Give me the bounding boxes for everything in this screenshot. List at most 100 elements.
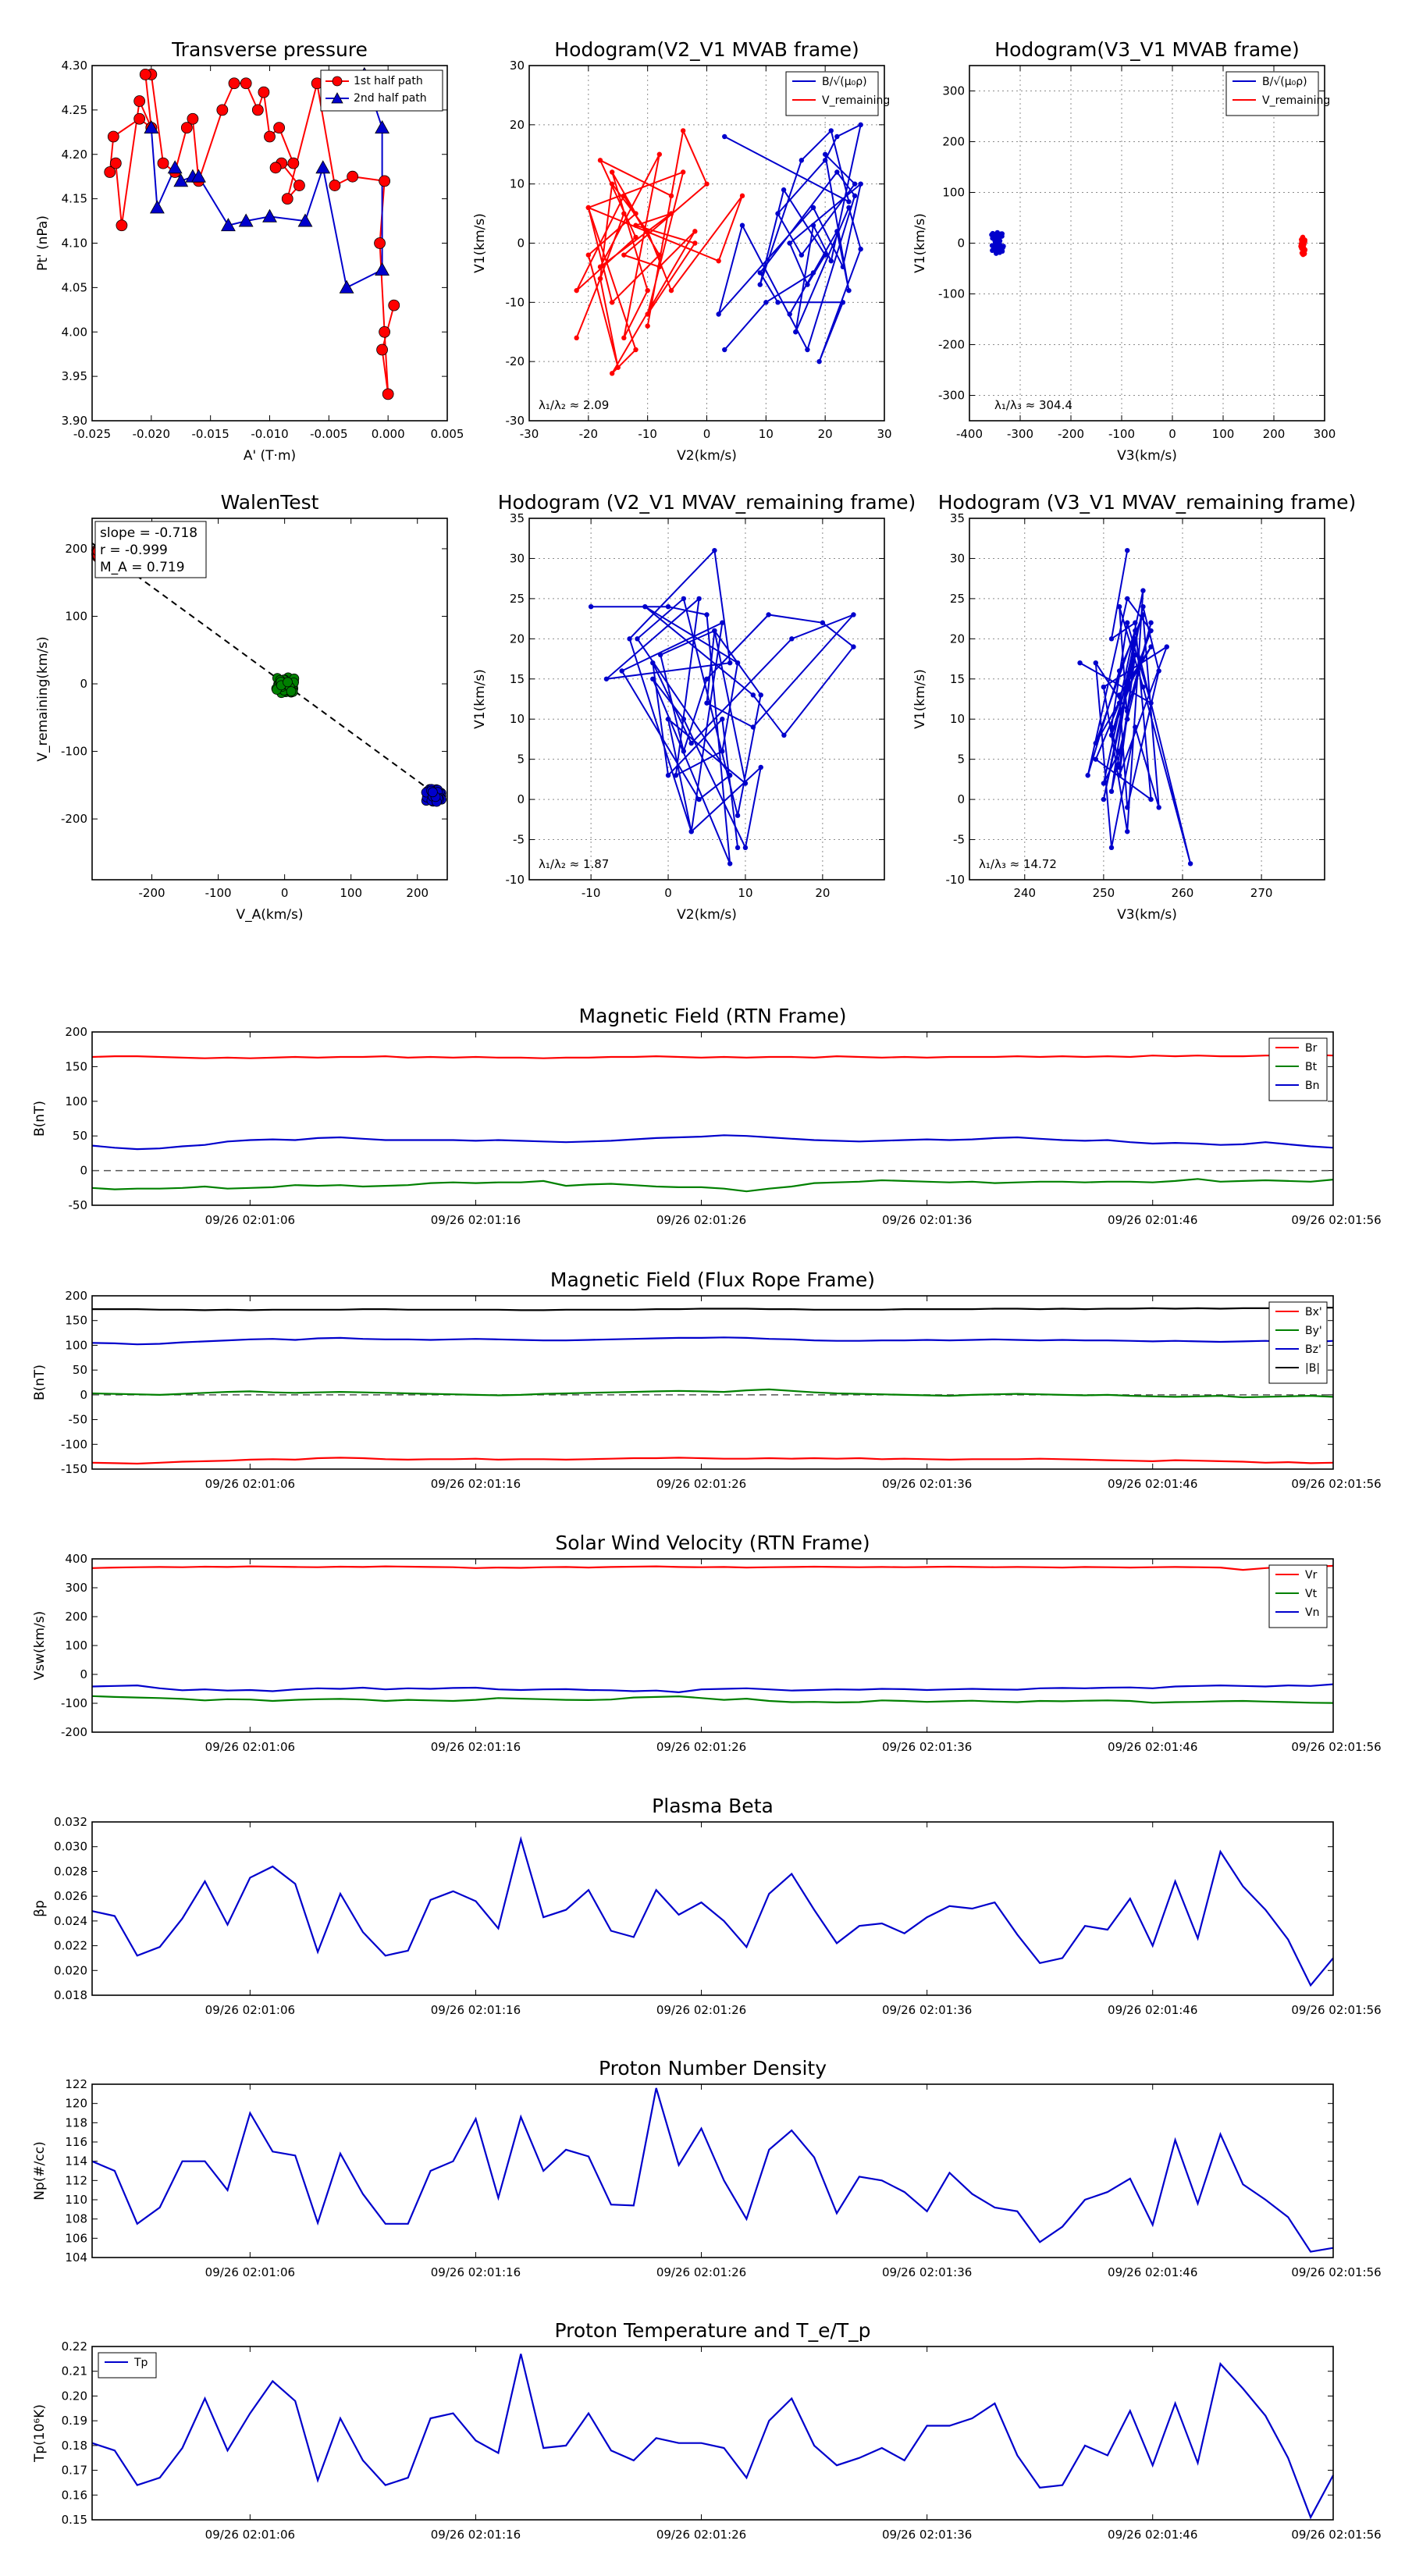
x-tick-label: 09/26 02:01:46 (1108, 2265, 1197, 2279)
point-V (668, 211, 674, 216)
point-V (1148, 644, 1154, 649)
point-B (810, 270, 816, 276)
point-V (712, 547, 717, 553)
stats-text: M_A = 0.719 (100, 560, 185, 575)
x-tick-label: -100 (1108, 427, 1135, 441)
y-tick-label: 400 (65, 1552, 87, 1566)
x-tick-label: 09/26 02:01:36 (882, 2265, 972, 2279)
legend-label: Br (1305, 1042, 1318, 1055)
y-tick-label: 0 (517, 237, 525, 251)
point-1st-half (264, 130, 276, 143)
x-tick-label: 260 (1172, 886, 1194, 900)
point-V (692, 229, 698, 234)
y-tick-label: -150 (61, 1462, 87, 1476)
point-V (603, 676, 610, 681)
point-B (846, 199, 852, 205)
legend-label: Bt (1305, 1061, 1318, 1073)
point-V (716, 258, 721, 264)
point-1st-half (240, 77, 252, 90)
point-V (635, 636, 640, 642)
legend-box (98, 2352, 157, 2379)
point-V (656, 252, 663, 258)
point-V (1156, 668, 1161, 674)
chart-title: Hodogram(V2_V1 MVAB frame) (554, 38, 859, 61)
point-B (996, 236, 1002, 242)
y-tick-label: 200 (942, 135, 965, 149)
legend-label: Vr (1305, 1569, 1318, 1582)
y-tick-label: 114 (65, 2154, 87, 2169)
point-1st-half (382, 388, 394, 400)
point-1st-half (116, 219, 128, 232)
point-V (650, 660, 656, 666)
series-line-Bx (91, 1457, 1334, 1465)
legend: B/√(μ₀ρ) V_remaining (785, 71, 890, 116)
x-tick-label: 09/26 02:01:46 (1108, 1213, 1197, 1227)
x-tick-label: -0.025 (73, 427, 111, 441)
y-tick-label: -20 (506, 354, 525, 368)
y-tick-label: 108 (65, 2212, 87, 2226)
y-tick-label: 0 (80, 1164, 87, 1178)
point-V (1302, 239, 1307, 244)
series-line-Vn (91, 1683, 1334, 1694)
x-tick-label: 240 (1013, 886, 1036, 900)
point-1st-half (269, 162, 282, 174)
point-V (1101, 684, 1107, 690)
point-1st-half (133, 112, 146, 125)
legend-label: 2nd half path (354, 92, 427, 105)
point-1st-half (388, 299, 400, 311)
legend-label: V_remaining (1262, 94, 1330, 107)
y-tick-label: 0.026 (54, 1889, 87, 1903)
point-V (681, 717, 687, 722)
y-tick-label: 100 (65, 1638, 87, 1653)
y-tick-label: -5 (953, 833, 965, 847)
series-line-Vr (91, 1564, 1334, 1571)
point-V (1133, 652, 1138, 658)
point-V (1140, 588, 1146, 593)
x-tick-label: 09/26 02:01:46 (1108, 1477, 1197, 1491)
point-V (1108, 732, 1115, 738)
point-V (627, 636, 632, 642)
x-tick-label: -0.020 (133, 427, 170, 441)
y-tick-label: 0.020 (54, 1963, 87, 1977)
y-tick-label: 30 (510, 59, 525, 73)
x-tick-label: 09/26 02:01:36 (882, 1477, 972, 1491)
point-V (1164, 644, 1169, 649)
legend-label: B/√(μ₀ρ) (1262, 76, 1307, 88)
y-tick-label: -100 (61, 1696, 87, 1710)
x-tick-label: 09/26 02:01:26 (656, 2003, 746, 2017)
chart-title: Solar Wind Velocity (RTN Frame) (555, 1532, 870, 1554)
point-V (851, 644, 856, 649)
x-tick-label: 09/26 02:01:26 (656, 1477, 746, 1491)
panel-6: Hodogram (V3_V1 MVAV_remaining frame) 240… (912, 491, 1356, 923)
x-tick-label: 09/26 02:01:06 (205, 1213, 295, 1227)
y-axis-label: V1(km/s) (472, 669, 488, 729)
y-tick-label: 20 (510, 632, 525, 646)
y-axis-label: B(nT) (32, 1101, 48, 1137)
chart-title: Magnetic Field (Flux Rope Frame) (550, 1268, 875, 1291)
x-tick-label: 09/26 02:01:26 (656, 1740, 746, 1754)
chart-title: Magnetic Field (RTN Frame) (579, 1005, 847, 1027)
x-tick-label: 09/26 02:01:16 (431, 1477, 521, 1491)
legend: B/√(μ₀ρ) V_remaining (1225, 71, 1330, 116)
x-tick-label: 09/26 02:01:16 (431, 1213, 521, 1227)
point-V (609, 371, 615, 376)
y-axis-label: Tp(10⁶K) (32, 2404, 48, 2463)
x-tick-label: 0 (664, 886, 672, 900)
point-B (1000, 244, 1006, 251)
point-B (775, 300, 781, 305)
y-tick-label: 110 (65, 2193, 87, 2207)
point-V (1133, 724, 1138, 730)
point-1st-half (281, 193, 293, 205)
point-B (787, 311, 792, 317)
point-V (739, 193, 745, 199)
y-tick-label: 0.030 (54, 1840, 87, 1854)
y-axis-label: V1(km/s) (472, 213, 488, 273)
point-V (609, 300, 615, 305)
y-tick-label: 122 (65, 2077, 87, 2091)
y-tick-label: 0.018 (54, 1988, 87, 2002)
point-V (720, 717, 725, 722)
legend-label: Vt (1305, 1588, 1318, 1600)
y-tick-label: -200 (61, 812, 87, 826)
series-line-V (591, 549, 855, 864)
